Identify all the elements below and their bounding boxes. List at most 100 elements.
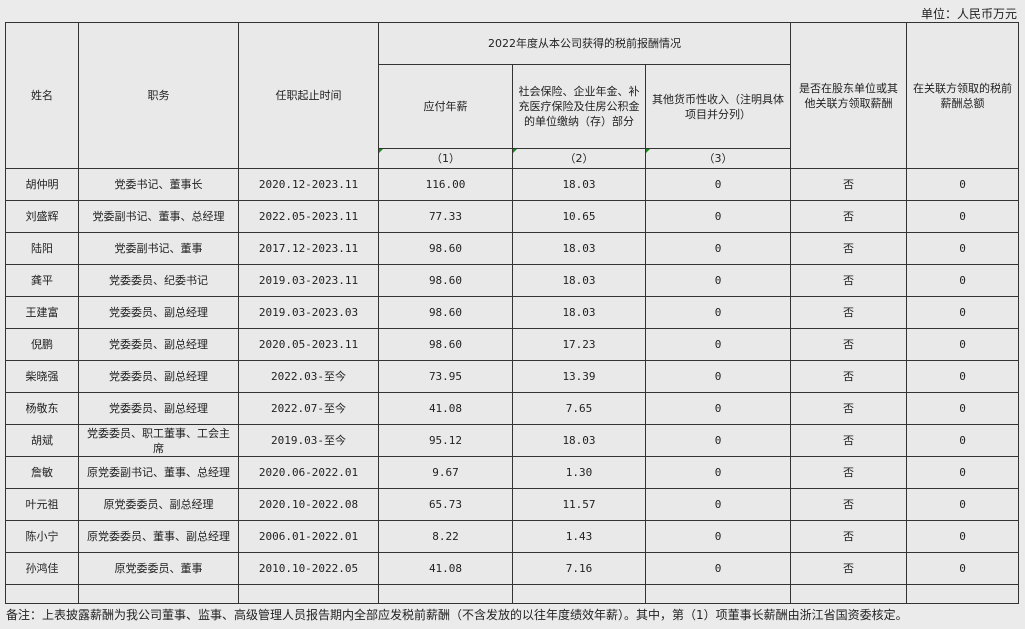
cell-term: 2022.05-2023.11 [238,200,379,233]
header-other: 其他货币性收入（注明具体项目并分列） [644,64,792,149]
cell-position: 原党委委员、董事、副总经理 [78,520,239,553]
empty-cell [5,584,79,604]
cell-name: 陆阳 [5,232,79,265]
cell-related: 否 [790,168,908,201]
table-row: 倪鹏 党委委员、副总经理 2020.05-2023.11 98.60 17.23 0 否 0 [5,328,1020,361]
cell-position: 原党委委员、董事 [78,552,239,585]
table-row: 龚平 党委委员、纪委书记 2019.03-2023.11 98.60 18.03 0 否 0 [5,264,1020,297]
cell-other: 0 [644,200,792,233]
cell-position: 党委书记、董事长 [78,168,239,201]
cell-term: 2022.07-至今 [238,392,379,425]
empty-cell [644,584,792,604]
cell-other: 0 [644,520,792,553]
table-row: 王建富 党委委员、副总经理 2019.03-2023.03 98.60 18.03 0 否 0 [5,296,1020,329]
cell-other: 0 [644,328,792,361]
cell-other: 0 [644,168,792,201]
cell-salary: 65.73 [378,488,513,521]
cell-name: 詹敏 [5,456,79,489]
cell-salary: 98.60 [378,328,513,361]
cell-name: 胡斌 [5,424,79,457]
cell-term: 2006.01-2022.01 [238,520,379,553]
cell-salary: 9.67 [378,456,513,489]
cell-term: 2020.06-2022.01 [238,456,379,489]
cell-insurance: 1.43 [512,520,646,553]
table-row: 陈小宁 原党委委员、董事、副总经理 2006.01-2022.01 8.22 1.43 0… [5,520,1020,553]
cell-other: 0 [644,296,792,329]
cell-name: 杨敬东 [5,392,79,425]
cell-salary: 41.08 [378,392,513,425]
table-row: 胡仲明 党委书记、董事长 2020.12-2023.11 116.00 18.03 0 否 0 [5,168,1020,201]
cell-term: 2019.03-至今 [238,424,379,457]
cell-related-total: 0 [906,168,1020,201]
cell-related: 否 [790,360,908,393]
cell-related-total: 0 [906,328,1020,361]
cell-insurance: 18.03 [512,264,646,297]
cell-other: 0 [644,552,792,585]
cell-salary: 41.08 [378,552,513,585]
cell-position: 党委委员、副总经理 [78,392,239,425]
cell-salary: 98.60 [378,264,513,297]
table-row: 孙鸿佳 原党委委员、董事 2010.10-2022.05 41.08 7.16 0 否 0 [5,552,1020,585]
cell-related: 否 [790,264,908,297]
cell-term: 2020.12-2023.11 [238,168,379,201]
cell-position: 党委副书记、董事、总经理 [78,200,239,233]
cell-insurance: 17.23 [512,328,646,361]
cell-term: 2022.03-至今 [238,360,379,393]
header-term: 任职起止时间 [238,22,379,169]
cell-other: 0 [644,360,792,393]
header-related-total: 在关联方领取的税前薪酬总额 [906,22,1020,169]
empty-cell [790,584,908,604]
cell-insurance: 1.30 [512,456,646,489]
cell-position: 党委委员、副总经理 [78,328,239,361]
cell-insurance: 13.39 [512,360,646,393]
cell-insurance: 7.65 [512,392,646,425]
footnote: 备注：上表披露薪酬为我公司董事、监事、高级管理人员报告期内全部应发税前薪酬（不含… [6,608,908,622]
unit-label: 单位：人民币万元 [920,7,1017,21]
cell-related-total: 0 [906,264,1020,297]
header-index-1: （1） [378,148,513,169]
cell-name: 刘盛辉 [5,200,79,233]
cell-other: 0 [644,424,792,457]
cell-related-total: 0 [906,520,1020,553]
table-row: 胡斌 党委委员、职工董事、工会主席 2019.03-至今 95.12 18.03 0 否 0 [5,424,1020,457]
empty-cell [378,584,513,604]
cell-related: 否 [790,424,908,457]
cell-related-total: 0 [906,360,1020,393]
cell-other: 0 [644,264,792,297]
cell-other: 0 [644,456,792,489]
cell-term: 2010.10-2022.05 [238,552,379,585]
cell-related: 否 [790,552,908,585]
cell-salary: 116.00 [378,168,513,201]
header-index-3: （3） [644,148,792,169]
cell-position: 党委委员、纪委书记 [78,264,239,297]
cell-related: 否 [790,232,908,265]
empty-cell [238,584,379,604]
cell-position: 党委委员、副总经理 [78,296,239,329]
cell-position: 原党委副书记、董事、总经理 [78,456,239,489]
table-row: 柴晓强 党委委员、副总经理 2022.03-至今 73.95 13.39 0 否 0 [5,360,1020,393]
cell-name: 王建富 [5,296,79,329]
cell-related-total: 0 [906,488,1020,521]
cell-other: 0 [644,488,792,521]
cell-insurance: 7.16 [512,552,646,585]
header-position: 职务 [78,22,239,169]
header-index-2: （2） [512,148,646,169]
cell-related: 否 [790,488,908,521]
cell-salary: 95.12 [378,424,513,457]
header-name: 姓名 [5,22,79,169]
cell-related: 否 [790,520,908,553]
cell-other: 0 [644,232,792,265]
table-row: 詹敏 原党委副书记、董事、总经理 2020.06-2022.01 9.67 1.30 0 否… [5,456,1020,489]
cell-term: 2019.03-2023.03 [238,296,379,329]
cell-name: 胡仲明 [5,168,79,201]
cell-related-total: 0 [906,392,1020,425]
compensation-table: 姓名 职务 任职起止时间 2022年度从本公司获得的税前报酬情况 是否在股东单位… [5,22,1020,604]
header-related: 是否在股东单位或其他关联方领取薪酬 [790,22,908,169]
cell-related: 否 [790,328,908,361]
cell-related: 否 [790,200,908,233]
header-salary: 应付年薪 [378,64,513,149]
cell-related-total: 0 [906,552,1020,585]
header-group: 2022年度从本公司获得的税前报酬情况 [377,22,792,65]
table-row: 叶元祖 原党委委员、副总经理 2020.10-2022.08 65.73 11.57 0 否… [5,488,1020,521]
cell-name: 倪鹏 [5,328,79,361]
